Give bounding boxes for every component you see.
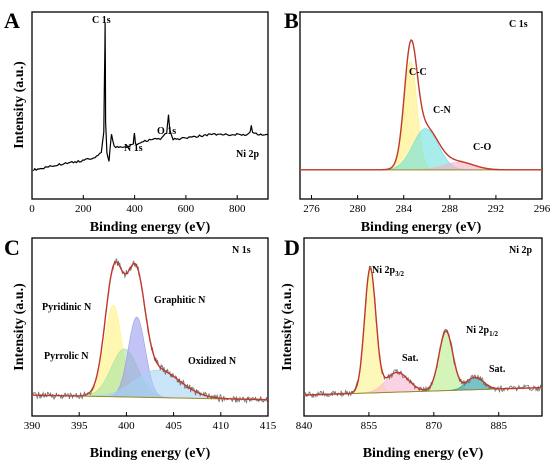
n1s-corner-label: N 1s [232,245,251,256]
x-ticks-c: 390 395 400 405 410 415 [24,412,277,432]
c1s-corner-label: C 1s [509,19,528,30]
panel-d: D Ni 2p 840 855 870 885 Ni 2p3/2 Ni 2p1/2 S… [280,235,543,461]
pyridinic-label: Pyridinic N [42,302,92,313]
x-tick-label: 400 [126,203,143,215]
plot-frame-b [299,11,543,200]
x-tick-label: 200 [75,203,92,215]
ni2p-corner-label: Ni 2p [509,245,533,256]
x-tick-label: 800 [229,203,246,215]
ni-2p32-label: Ni 2p3/2 [372,265,405,278]
y-axis-label-c: Intensity (a.u.) [12,283,27,371]
cn-label: C-N [433,105,452,116]
sat-label-1: Sat. [402,353,419,364]
x-tick-label: 840 [296,420,313,432]
ni2p-label: Ni 2p [236,149,260,160]
o1s-label: O 1s [157,126,176,137]
c1s-label: C 1s [92,15,111,26]
plot-frame-a [31,11,269,200]
panel-c: C N 1s 390 395 400 405 410 415 Pyridinic N Py… [4,235,277,461]
panel-letter-d: D [284,235,300,260]
x-ticks-d: 840 855 870 885 [296,412,507,432]
x-tick-label: 870 [426,420,443,432]
fit-peak [304,268,542,396]
x-axis-label-d: Binding energy (eV) [363,446,484,461]
x-tick-label: 296 [534,203,550,215]
panel-b: B C 1s 276 280 284 288 292 296 C-C C-N C-O Bi… [284,8,550,235]
x-tick-label: 600 [178,203,195,215]
x-ticks-b: 276 280 284 288 292 296 [303,195,550,215]
x-tick-label: 0 [29,203,35,215]
x-tick-label: 400 [118,420,135,432]
x-tick-label: 280 [349,203,366,215]
sat-label-2: Sat. [489,364,506,375]
x-axis-label-a: Binding energy (eV) [90,220,211,235]
graphitic-label: Graphitic N [154,295,206,306]
fit-envelope [31,261,268,401]
x-tick-label: 292 [488,203,505,215]
raw-spectrum [303,265,543,399]
x-tick-label: 415 [260,420,277,432]
survey-spectrum [32,22,269,172]
pyrrolic-label: Pyrrolic N [44,351,89,362]
x-tick-label: 410 [213,420,230,432]
x-tick-label: 276 [303,203,320,215]
fit-peaks-d [303,265,543,399]
fit-peak [300,128,542,171]
x-tick-label: 284 [395,203,412,215]
oxidized-label: Oxidized N [188,356,237,367]
y-axis-label-a: Intensity (a.u.) [12,61,27,149]
x-axis-label-c: Binding energy (eV) [90,446,211,461]
x-axis-label-b: Binding energy (eV) [361,220,482,235]
fit-peak [304,376,542,396]
panel-letter-b: B [284,8,299,33]
co-label: C-O [473,142,492,153]
panel-letter-c: C [4,235,20,260]
x-tick-label: 855 [361,420,378,432]
n1s-label: N 1s [124,143,143,154]
ni-2p12-label: Ni 2p1/2 [466,325,499,338]
x-tick-label: 405 [165,420,182,432]
fit-peaks-c [31,258,269,405]
cc-label: C-C [409,67,427,78]
x-tick-label: 885 [490,420,507,432]
y-axis-label-d: Intensity (a.u.) [280,283,295,371]
x-ticks-a: 0 200 400 600 800 [29,195,246,215]
fit-envelope [304,266,542,396]
panel-letter-a: A [4,8,20,33]
fit-envelope [300,38,542,171]
plot-frame-d [303,237,543,417]
fit-peaks-b [300,38,542,171]
x-tick-label: 288 [442,203,459,215]
x-tick-label: 390 [24,420,41,432]
panel-a: A 0 200 400 600 800 C 1s N 1s O 1s Ni 2p Bin… [4,8,269,235]
plot-frame-c [31,237,269,417]
fit-peak [304,330,542,396]
x-tick-label: 395 [71,420,88,432]
